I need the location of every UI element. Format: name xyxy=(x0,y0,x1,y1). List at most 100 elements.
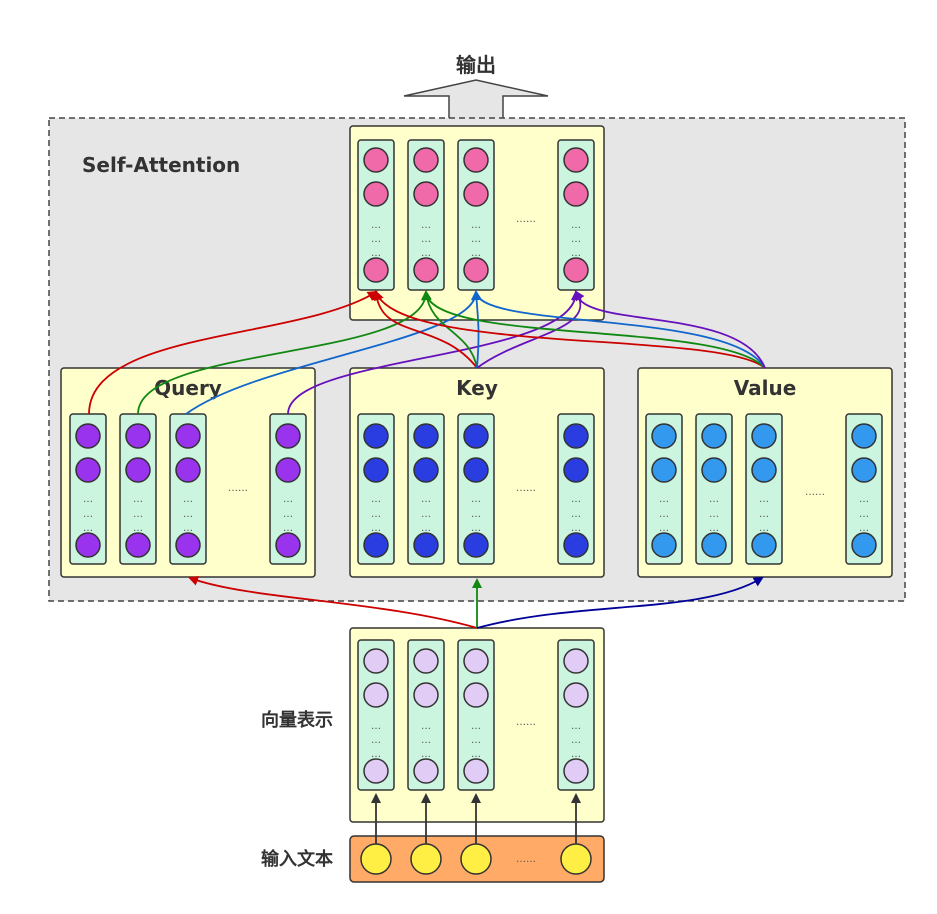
value-vertical-ellipsis: … xyxy=(759,494,769,505)
key-vertical-ellipsis: … xyxy=(371,494,381,505)
vector-node xyxy=(563,682,589,708)
value-node xyxy=(701,423,727,449)
key-columns: ……………………………… xyxy=(357,413,595,565)
key-vertical-ellipsis: … xyxy=(471,494,481,505)
vector-vertical-ellipsis: … xyxy=(371,735,381,746)
query-node xyxy=(125,457,151,483)
output-vertical-ellipsis: … xyxy=(571,220,581,231)
value-vertical-ellipsis: … xyxy=(759,523,769,534)
vector-column: ……… xyxy=(357,639,395,791)
query-vertical-ellipsis: … xyxy=(183,523,193,534)
value-vertical-ellipsis: … xyxy=(859,494,869,505)
key-vertical-ellipsis: … xyxy=(421,509,431,520)
output-node xyxy=(563,147,589,173)
query-column: ……… xyxy=(119,413,157,565)
value-vertical-ellipsis: … xyxy=(709,509,719,520)
output-arrow xyxy=(403,79,549,121)
value-column-box xyxy=(845,413,883,565)
value-node xyxy=(851,457,877,483)
value-column-box xyxy=(645,413,683,565)
query-node xyxy=(175,423,201,449)
output-column-box xyxy=(407,139,445,291)
input-token xyxy=(410,843,442,875)
vector-column-box xyxy=(407,639,445,791)
query-column: ……… xyxy=(269,413,307,565)
query-arrow-blue xyxy=(185,290,481,415)
query-arrow-green xyxy=(137,290,431,415)
value-column: … … … xyxy=(695,413,733,565)
query-node xyxy=(275,423,301,449)
output-column: ……… xyxy=(357,139,395,291)
key-vertical-ellipsis: … xyxy=(371,523,381,534)
key-column-box xyxy=(407,413,445,565)
vector-columns: ……………………………… xyxy=(357,639,595,791)
query-vertical-ellipsis: … xyxy=(83,494,93,505)
query-vertical-ellipsis: … xyxy=(283,494,293,505)
output-vertical-ellipsis: … xyxy=(371,234,381,245)
key-column: ……… xyxy=(357,413,395,565)
key-vertical-ellipsis: … xyxy=(421,523,431,534)
key-node xyxy=(463,457,489,483)
vector-node xyxy=(413,758,439,784)
vector-vertical-ellipsis: … xyxy=(371,749,381,760)
vector-column-box xyxy=(357,639,395,791)
query-node xyxy=(75,532,101,558)
query-column: ……… xyxy=(169,413,207,565)
vector-column: ……… xyxy=(407,639,445,791)
vector-ellipsis: …… xyxy=(516,717,536,728)
value-vertical-ellipsis: … xyxy=(659,509,669,520)
output-columns: ……………………………… xyxy=(357,139,595,291)
key-vertical-ellipsis: … xyxy=(471,523,481,534)
input-to-vector-arrows xyxy=(371,793,581,844)
output-vertical-ellipsis: … xyxy=(421,248,431,259)
key-node xyxy=(563,457,589,483)
query-node xyxy=(75,423,101,449)
output-column: … … … xyxy=(407,139,445,291)
input-label: 输入文本 xyxy=(261,848,333,870)
vector-node xyxy=(563,758,589,784)
value-vertical-ellipsis: … xyxy=(859,523,869,534)
query-vertical-ellipsis: … xyxy=(283,509,293,520)
vector-vertical-ellipsis: … xyxy=(421,721,431,732)
input-ellipsis: …… xyxy=(516,854,536,865)
output-column-box xyxy=(357,139,395,291)
key-column: ……… xyxy=(457,413,495,565)
self-attention-label: Self-Attention xyxy=(82,153,240,177)
query-vertical-ellipsis: … xyxy=(83,523,93,534)
query-label: Query xyxy=(154,376,222,400)
vector-node xyxy=(413,682,439,708)
value-arrow-blue xyxy=(471,290,766,369)
input-tokens xyxy=(360,843,592,875)
output-label: 输出 xyxy=(456,53,496,77)
value-column-box xyxy=(695,413,733,565)
key-label: Key xyxy=(456,376,498,400)
vector-column-box xyxy=(457,639,495,791)
value-node xyxy=(651,532,677,558)
value-vertical-ellipsis: … xyxy=(709,494,719,505)
vector-node xyxy=(363,682,389,708)
input-token xyxy=(460,843,492,875)
projection-arrows xyxy=(188,576,764,629)
key-vertical-ellipsis: … xyxy=(571,509,581,520)
value-vertical-ellipsis: … xyxy=(709,523,719,534)
vector-to-value-arrow xyxy=(476,576,764,629)
value-node xyxy=(651,423,677,449)
key-node xyxy=(413,532,439,558)
vector-column: ……… xyxy=(457,639,495,791)
query-node xyxy=(125,532,151,558)
value-arrow-red xyxy=(374,290,766,369)
vector-node xyxy=(363,758,389,784)
output-column: ……… xyxy=(457,139,495,291)
output-ellipsis: …… xyxy=(516,214,536,225)
vector-node xyxy=(413,648,439,674)
vector-node xyxy=(563,648,589,674)
key-node xyxy=(363,457,389,483)
output-vertical-ellipsis: … xyxy=(421,220,431,231)
output-vertical-ellipsis: … xyxy=(471,220,481,231)
output-vertical-ellipsis: … xyxy=(421,234,431,245)
query-vertical-ellipsis: … xyxy=(133,494,143,505)
key-column-box xyxy=(357,413,395,565)
attention-arrows xyxy=(88,290,766,415)
vector-vertical-ellipsis: … xyxy=(421,735,431,746)
